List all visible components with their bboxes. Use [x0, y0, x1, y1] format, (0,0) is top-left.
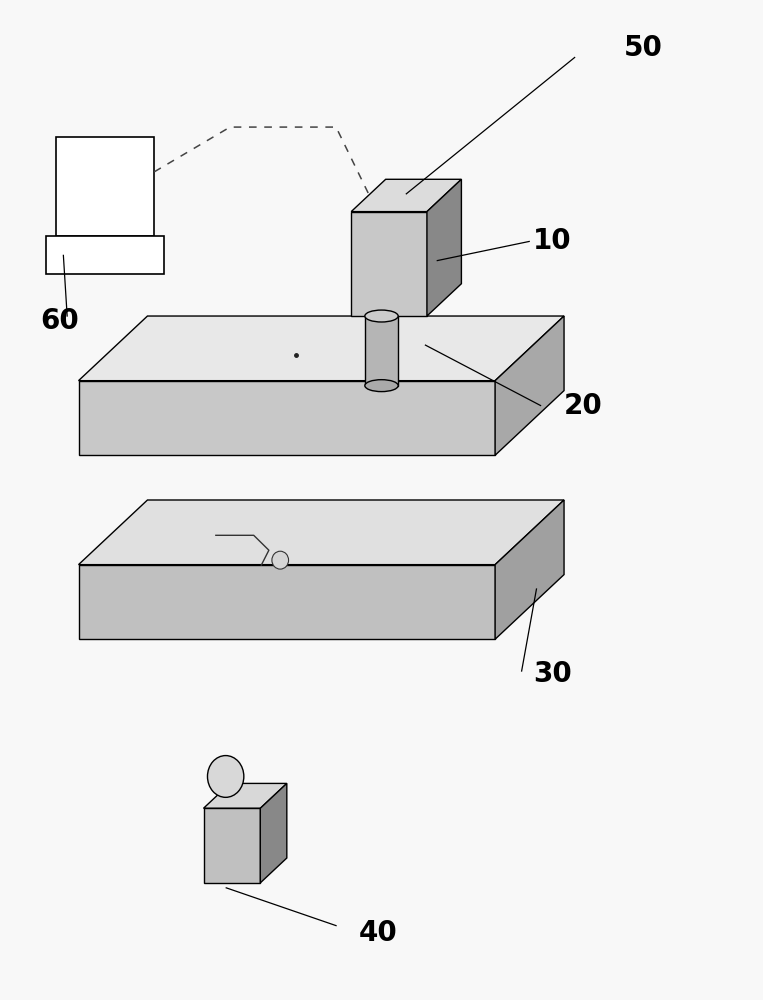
Polygon shape: [427, 179, 462, 316]
Polygon shape: [495, 500, 564, 639]
Polygon shape: [204, 808, 260, 883]
Polygon shape: [351, 212, 427, 316]
Polygon shape: [56, 137, 154, 236]
Text: 20: 20: [563, 392, 602, 420]
Ellipse shape: [365, 310, 398, 322]
Ellipse shape: [365, 380, 398, 392]
Text: 40: 40: [359, 919, 398, 947]
Polygon shape: [204, 783, 287, 808]
Text: 10: 10: [533, 227, 571, 255]
Polygon shape: [79, 500, 564, 565]
Text: 50: 50: [624, 34, 663, 62]
Polygon shape: [495, 316, 564, 455]
Text: 30: 30: [533, 660, 571, 688]
Polygon shape: [365, 316, 398, 386]
Polygon shape: [79, 565, 495, 639]
Polygon shape: [47, 236, 164, 274]
Polygon shape: [260, 783, 287, 883]
Ellipse shape: [272, 551, 288, 569]
Polygon shape: [351, 179, 462, 212]
Polygon shape: [79, 381, 495, 455]
Text: 60: 60: [40, 307, 79, 335]
Ellipse shape: [208, 756, 244, 797]
Polygon shape: [79, 316, 564, 381]
